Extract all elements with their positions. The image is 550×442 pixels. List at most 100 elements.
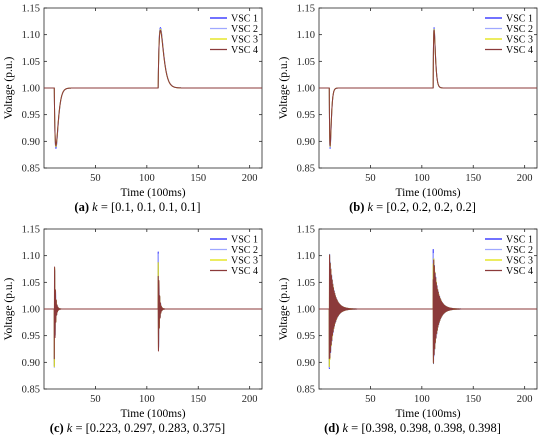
- chart-d-ytick-label: 0.90: [297, 358, 315, 369]
- chart-c-xtick-label: 100: [139, 394, 155, 405]
- chart-d-xtick-label: 100: [414, 394, 430, 405]
- chart-b-k-symbol: k: [367, 200, 374, 214]
- chart-d-series-vsc3-line: [319, 254, 537, 368]
- chart-b-ytick-label: 1.05: [297, 57, 315, 68]
- chart-b-caption: (b) k = [0.2, 0.2, 0.2, 0.2]: [275, 200, 550, 215]
- chart-a-panel-label: (a): [74, 200, 89, 214]
- chart-a-ytick-label: 1.10: [22, 30, 40, 41]
- chart-c-xtick-label: 150: [190, 394, 206, 405]
- chart-d-k-symbol: k: [342, 421, 349, 435]
- chart-d-series-vsc4-line: [319, 254, 537, 364]
- chart-b-ytick-label: 0.90: [297, 137, 315, 148]
- chart-a-xtick-label: 200: [242, 173, 258, 184]
- chart-d-ytick-label: 1.15: [297, 225, 315, 236]
- chart-c-legend-entry: VSC 4: [231, 266, 258, 277]
- chart-b-legend-entry: VSC 3: [506, 35, 533, 46]
- chart-d-caption: (d) k = [0.398, 0.398, 0.398, 0.398]: [275, 421, 550, 436]
- chart-a-legend-entry: VSC 4: [231, 45, 258, 56]
- chart-d-series-vsc2-line: [319, 252, 537, 368]
- chart-a-ytick-label: 1.00: [22, 84, 40, 95]
- chart-d-panel-label: (d): [324, 421, 340, 435]
- chart-b-plot: 0.85 0.90 0.95 1.00 1.05 1.10 1.15 50 100 150 200 T…: [278, 4, 538, 199]
- chart-b-xtick-label: 200: [517, 173, 533, 184]
- chart-c-ytick-label: 0.90: [22, 358, 40, 369]
- chart-a-ytick-label: 0.90: [22, 137, 40, 148]
- chart-a-ytick-label: 1.15: [22, 4, 40, 15]
- chart-panel-d: 0.85 0.90 0.95 1.00 1.05 1.10 1.15 50 100 150 200 T…: [275, 221, 550, 442]
- chart-c-k-value: = [0.223, 0.297, 0.283, 0.375]: [72, 421, 226, 435]
- chart-d-xlabel: Time (100ms): [395, 408, 460, 420]
- chart-d-legend-entry: VSC 2: [506, 245, 533, 256]
- chart-c-ytick-label: 0.85: [22, 385, 40, 396]
- chart-c-xtick-label: 200: [242, 394, 258, 405]
- chart-a-ytick-label: 0.95: [22, 110, 40, 121]
- chart-b-legend-entry: VSC 2: [506, 24, 533, 35]
- chart-a-k-symbol: k: [92, 200, 98, 214]
- chart-c-series-vsc2-line: [44, 253, 262, 368]
- chart-d-ytick-label: 0.95: [297, 331, 315, 342]
- chart-c-ytick-label: 0.95: [22, 331, 40, 342]
- chart-b-ylabel: Voltage (p.u.): [278, 56, 290, 119]
- chart-b-legend-entry: VSC 1: [506, 14, 533, 25]
- chart-b-ytick-label: 1.15: [297, 4, 315, 15]
- chart-d-ytick-label: 1.05: [297, 278, 315, 289]
- chart-c-legend-entry: VSC 2: [231, 245, 258, 256]
- chart-c-ytick-label: 1.10: [22, 251, 40, 262]
- chart-d-ytick-label: 1.00: [297, 305, 315, 316]
- chart-a-ylabel: Voltage (p.u.): [3, 56, 15, 119]
- chart-c-panel-label: (c): [49, 421, 64, 435]
- chart-b-xtick-label: 150: [465, 173, 481, 184]
- chart-a-legend-entry: VSC 2: [231, 24, 258, 35]
- chart-c-xlabel: Time (100ms): [120, 408, 185, 420]
- chart-d-xtick-label: 50: [365, 394, 376, 405]
- chart-c-ytick-label: 1.15: [22, 225, 40, 236]
- chart-c-ytick-label: 1.00: [22, 305, 40, 316]
- chart-d-legend-entry: VSC 3: [506, 256, 533, 267]
- chart-c-ytick-label: 1.05: [22, 278, 40, 289]
- chart-b-series-vsc4-line: [319, 29, 537, 147]
- chart-b-ytick-label: 1.10: [297, 30, 315, 41]
- chart-d-ytick-label: 0.85: [297, 385, 315, 396]
- chart-c-plot: 0.85 0.90 0.95 1.00 1.05 1.10 1.15 50 100 150 200 T…: [3, 225, 263, 420]
- chart-a-legend-entry: VSC 1: [231, 14, 258, 25]
- chart-a-ytick-label: 1.05: [22, 57, 40, 68]
- chart-b-ytick-label: 0.95: [297, 110, 315, 121]
- chart-d-legend-entry: VSC 4: [506, 266, 533, 277]
- chart-a-plot: 0.85 0.90 0.95 1.00 1.05 1.10 1.15 50 100 150 200 T…: [3, 4, 263, 199]
- chart-b-xlabel: Time (100ms): [395, 187, 460, 199]
- chart-b-k-value: = [0.2, 0.2, 0.2, 0.2]: [373, 200, 476, 214]
- chart-d-legend-entry: VSC 1: [506, 235, 533, 246]
- chart-d-ytick-label: 1.10: [297, 251, 315, 262]
- chart-c-k-symbol: k: [66, 421, 73, 435]
- chart-d-plot: 0.85 0.90 0.95 1.00 1.05 1.10 1.15 50 100 150 200 T…: [278, 225, 538, 420]
- chart-a-ytick-label: 0.85: [22, 164, 40, 175]
- chart-panel-b: 0.85 0.90 0.95 1.00 1.05 1.10 1.15 50 100 150 200 T…: [275, 0, 550, 221]
- chart-a-k-value: = [0.1, 0.1, 0.1, 0.1]: [97, 200, 201, 214]
- chart-b-ytick-label: 1.00: [297, 84, 315, 95]
- chart-c-legend-entry: VSC 3: [231, 256, 258, 267]
- chart-c-series-vsc3-line: [44, 262, 262, 368]
- chart-b-panel-label: (b): [349, 200, 365, 214]
- chart-b-legend-entry: VSC 4: [506, 45, 533, 56]
- chart-d-k-value: = [0.398, 0.398, 0.398, 0.398]: [348, 421, 501, 435]
- chart-c-legend-entry: VSC 1: [231, 235, 258, 246]
- chart-a-xtick-label: 50: [90, 173, 101, 184]
- chart-b-xtick-label: 100: [414, 173, 430, 184]
- chart-a-xlabel: Time (100ms): [120, 187, 185, 199]
- chart-panel-c: 0.85 0.90 0.95 1.00 1.05 1.10 1.15 50 100 150 200 T…: [0, 221, 275, 442]
- chart-d-ylabel: Voltage (p.u.): [278, 277, 290, 340]
- chart-d-xtick-label: 150: [465, 394, 481, 405]
- chart-c-series-vsc4-line: [44, 266, 262, 360]
- chart-d-xtick-label: 200: [517, 394, 533, 405]
- chart-a-xtick-label: 150: [190, 173, 206, 184]
- chart-a-legend-entry: VSC 3: [231, 35, 258, 46]
- chart-b-ytick-label: 0.85: [297, 164, 315, 175]
- chart-panel-a: 0.85 0.90 0.95 1.00 1.05 1.10 1.15 50 100 150 200 T…: [0, 0, 275, 221]
- chart-c-xtick-label: 50: [90, 394, 101, 405]
- chart-a-caption: (a) k = [0.1, 0.1, 0.1, 0.1]: [0, 200, 275, 215]
- chart-a-xtick-label: 100: [139, 173, 155, 184]
- chart-c-caption: (c) k = [0.223, 0.297, 0.283, 0.375]: [0, 421, 275, 436]
- chart-a-series-vsc4-line: [44, 29, 262, 147]
- chart-b-xtick-label: 50: [365, 173, 376, 184]
- chart-c-ylabel: Voltage (p.u.): [3, 277, 15, 340]
